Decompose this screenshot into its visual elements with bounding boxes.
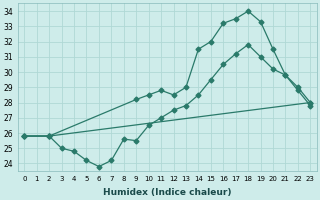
X-axis label: Humidex (Indice chaleur): Humidex (Indice chaleur) <box>103 188 232 197</box>
